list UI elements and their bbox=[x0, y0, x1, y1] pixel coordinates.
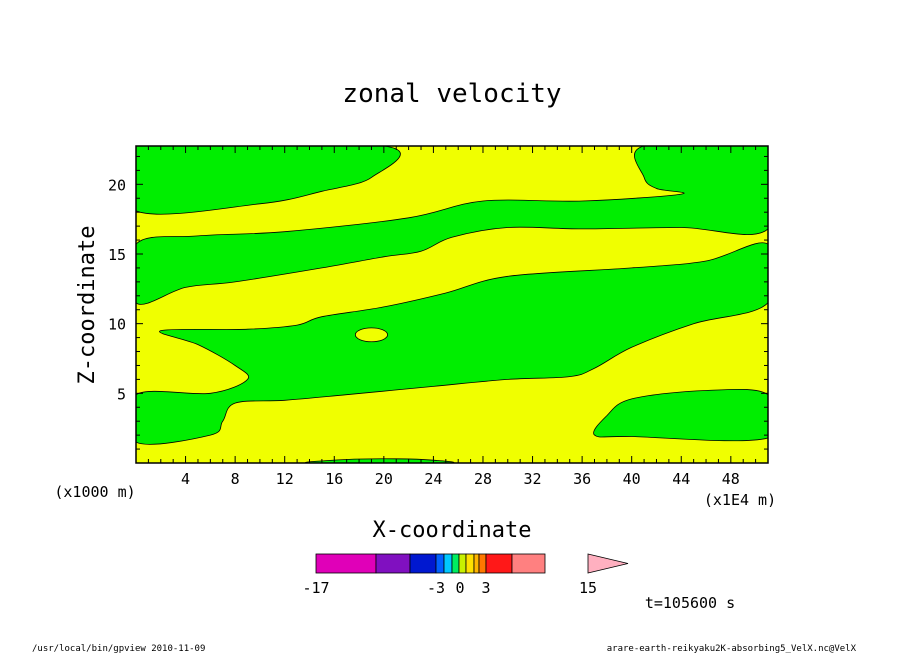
x-tick-label: 20 bbox=[375, 470, 393, 488]
x-tick-label: 28 bbox=[474, 470, 492, 488]
colorbar-segment bbox=[485, 553, 513, 574]
colorbar-segment bbox=[375, 553, 411, 574]
colorbar-segment bbox=[473, 553, 480, 574]
colorbar-segment bbox=[409, 553, 437, 574]
x-tick-label: 48 bbox=[722, 470, 740, 488]
colorbar-segment bbox=[465, 553, 475, 574]
time-label: t=105600 s bbox=[645, 594, 735, 612]
footer-right: arare-earth-reikyaku2K-absorbing5_VelX.n… bbox=[607, 644, 857, 654]
x-tick-label: 16 bbox=[325, 470, 343, 488]
colorbar-label: -3 bbox=[427, 579, 445, 597]
contour-island-blob bbox=[354, 327, 388, 343]
x-tick-label: 40 bbox=[623, 470, 641, 488]
x-tick-label: 4 bbox=[181, 470, 190, 488]
contour-region-middle bbox=[136, 242, 768, 445]
footer-left: /usr/local/bin/gpview 2010-11-09 bbox=[32, 644, 205, 654]
x-tick-label: 24 bbox=[424, 470, 442, 488]
y-tick-label: 5 bbox=[117, 385, 126, 403]
colorbar-label: -17 bbox=[302, 579, 329, 597]
colorbar-segment bbox=[451, 553, 460, 574]
colorbar-segment bbox=[511, 553, 546, 574]
contour-regions bbox=[136, 146, 768, 463]
y-tick-label: 15 bbox=[108, 246, 126, 264]
colorbar-segment bbox=[443, 553, 453, 574]
x-tick-label: 12 bbox=[276, 470, 294, 488]
contour-region-top-left bbox=[136, 146, 401, 215]
x-tick-label: 36 bbox=[573, 470, 591, 488]
x-tick-label: 8 bbox=[231, 470, 240, 488]
contour-region-lower-right bbox=[593, 388, 768, 442]
chart-title: zonal velocity bbox=[342, 79, 561, 109]
contour-region-bottom-sliver bbox=[305, 458, 455, 463]
colorbar-label: 15 bbox=[579, 579, 597, 597]
colorbar-arrow bbox=[587, 553, 629, 574]
y-axis-label: Z-coordinate bbox=[75, 226, 100, 385]
x-unit-right: (x1E4 m) bbox=[704, 491, 776, 509]
x-tick-label: 44 bbox=[672, 470, 690, 488]
contour-region-top-right bbox=[136, 146, 768, 305]
colorbar-label: 3 bbox=[481, 579, 490, 597]
plot-frame bbox=[135, 145, 769, 464]
y-tick-label: 20 bbox=[108, 176, 126, 194]
colorbar: -17 -3 0 3 15 bbox=[302, 553, 629, 597]
colorbar-segment bbox=[435, 553, 445, 574]
x-tick-label: 32 bbox=[524, 470, 542, 488]
colorbar-segment bbox=[478, 553, 487, 574]
x-axis-label: X-coordinate bbox=[373, 518, 532, 543]
colorbar-segment bbox=[458, 553, 467, 574]
colorbar-label: 0 bbox=[455, 579, 464, 597]
colorbar-segment bbox=[315, 553, 377, 574]
y-tick-label: 10 bbox=[108, 316, 126, 334]
x-unit-left: (x1000 m) bbox=[54, 483, 135, 501]
